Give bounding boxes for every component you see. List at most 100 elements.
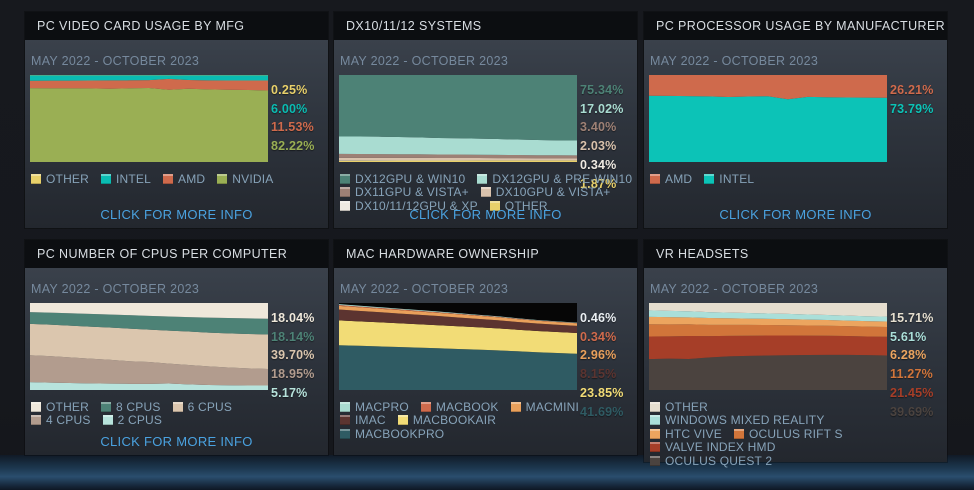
legend-label: 8 CPUS bbox=[116, 399, 161, 414]
percent-label-oculus-quest-2: 39.69% bbox=[890, 404, 934, 419]
area-series-macpro bbox=[339, 304, 577, 324]
date-range-label: MAY 2022 - OCTOBER 2023 bbox=[31, 54, 200, 68]
area-series-dx11gpu-vista bbox=[339, 153, 577, 159]
legend-item-dx10gpu-vista: DX10GPU & VISTA+ bbox=[480, 185, 611, 199]
stacked-area-chart bbox=[339, 303, 577, 390]
percent-label-imac: 8.15% bbox=[580, 367, 617, 382]
legend-swatch-amd bbox=[650, 173, 660, 184]
legend-item-other: OTHER bbox=[650, 400, 708, 414]
panel-title-bar: PC NUMBER OF CPUS PER COMPUTER bbox=[25, 240, 328, 268]
more-info-link[interactable]: CLICK FOR MORE INFO bbox=[100, 207, 253, 222]
percent-label-2-cpus: 5.17% bbox=[271, 385, 308, 400]
percent-label-macmini: 2.96% bbox=[580, 348, 617, 363]
legend-row: MACBOOKPRO bbox=[340, 427, 635, 441]
area-series-intel bbox=[30, 75, 268, 81]
area-series-other bbox=[30, 303, 268, 319]
legend-swatch-intel bbox=[101, 173, 111, 184]
legend-label: AMD bbox=[665, 171, 693, 186]
legend-row: OCULUS QUEST 2 bbox=[650, 454, 945, 468]
panel-title-bar: DX10/11/12 SYSTEMS bbox=[334, 12, 637, 40]
legend-item-4-cpus: 4 CPUS bbox=[31, 413, 91, 427]
percent-label-valve-index-hmd: 21.45% bbox=[890, 385, 934, 400]
legend-label: MACBOOKAIR bbox=[412, 413, 497, 428]
legend-row: VALVE INDEX HMD bbox=[650, 440, 945, 454]
stacked-area-chart bbox=[339, 75, 577, 162]
panel-processor-usage: PC PROCESSOR USAGE BY MANUFACTURER MAY 2… bbox=[644, 12, 947, 228]
legend-item-valve-index-hmd: VALVE INDEX HMD bbox=[650, 440, 776, 454]
legend-item-dx12gpu-win10: DX12GPU & WIN10 bbox=[340, 172, 465, 186]
legend-item-other: OTHER bbox=[31, 172, 89, 186]
panel-vr-headsets: VR HEADSETS MAY 2022 - OCTOBER 2023 15.7… bbox=[644, 240, 947, 468]
legend-item-oculus-rift-s: OCULUS RIFT S bbox=[733, 427, 843, 441]
percent-label-intel: 6.00% bbox=[271, 101, 308, 116]
legend-item-windows-mixed-reality: WINDOWS MIXED REALITY bbox=[650, 413, 825, 427]
percent-label-other: 15.71% bbox=[890, 311, 934, 325]
stacked-area-chart bbox=[30, 303, 268, 390]
legend-item-htc-vive: HTC VIVE bbox=[650, 427, 722, 441]
legend-swatch-dx11gpu-vista bbox=[340, 187, 350, 198]
legend-item-nvidia: NVIDIA bbox=[217, 172, 273, 186]
legend-swatch-macmini bbox=[510, 401, 521, 412]
panel-title: PC VIDEO CARD USAGE BY MFG bbox=[37, 19, 245, 33]
legend-swatch-oculus-quest-2 bbox=[650, 455, 660, 466]
legend-item-amd: AMD bbox=[650, 172, 692, 186]
legend-row: MACPRO MACBOOK MACMINI bbox=[340, 400, 635, 414]
panel-title-bar: PC VIDEO CARD USAGE BY MFG bbox=[25, 12, 328, 40]
area-series-valve-index-hmd bbox=[649, 335, 887, 360]
legend-item-intel: INTEL bbox=[704, 172, 754, 186]
percent-label-dx10-11-12gpu-xp: 0.34% bbox=[580, 157, 617, 172]
area-series-other bbox=[339, 160, 577, 162]
more-info-link[interactable]: CLICK FOR MORE INFO bbox=[100, 434, 253, 449]
panel-mac-hardware: MAC HARDWARE OWNERSHIP MAY 2022 - OCTOBE… bbox=[334, 240, 637, 455]
area-series-htc-vive bbox=[649, 316, 887, 327]
panel-title: MAC HARDWARE OWNERSHIP bbox=[346, 247, 540, 261]
legend-label: VALVE INDEX HMD bbox=[665, 440, 776, 455]
percent-label-intel: 73.79% bbox=[890, 101, 934, 116]
legend-label: HTC VIVE bbox=[665, 426, 722, 441]
chart-legend: OTHER 8 CPUS 6 CPUS 4 CPUS 2 CPUS bbox=[31, 400, 326, 427]
legend-label: MACBOOKPRO bbox=[355, 426, 445, 441]
area-series-macbook bbox=[339, 305, 577, 324]
legend-label: DX11GPU & VISTA+ bbox=[355, 185, 469, 200]
legend-row: DX10/11/12GPU & XP OTHER bbox=[340, 199, 635, 213]
percent-label-macbookair: 23.85% bbox=[580, 385, 624, 400]
percent-label-6-cpus: 39.70% bbox=[271, 348, 315, 363]
legend-item-oculus-quest-2: OCULUS QUEST 2 bbox=[650, 454, 772, 468]
legend-label: MACPRO bbox=[355, 399, 409, 414]
legend-swatch-4-cpus bbox=[31, 415, 41, 426]
percent-label-windows-mixed-reality: 5.61% bbox=[890, 329, 927, 344]
area-series-amd bbox=[30, 78, 268, 91]
legend-item-macbookair: MACBOOKAIR bbox=[397, 413, 497, 428]
legend-swatch-other bbox=[31, 401, 41, 412]
date-range-label: MAY 2022 - OCTOBER 2023 bbox=[650, 282, 819, 296]
percent-labels: 26.21% 73.79% bbox=[890, 81, 947, 118]
legend-item-other: OTHER bbox=[31, 400, 89, 414]
percent-label-oculus-rift-s: 11.27% bbox=[890, 367, 933, 382]
date-range-label: MAY 2022 - OCTOBER 2023 bbox=[31, 282, 200, 296]
legend-label: AMD bbox=[178, 171, 206, 186]
legend-item-imac: IMAC bbox=[340, 413, 386, 427]
legend-swatch-2-cpus bbox=[102, 415, 113, 426]
stacked-area-chart bbox=[30, 75, 268, 162]
legend-label: OTHER bbox=[46, 171, 89, 186]
date-range-label: MAY 2022 - OCTOBER 2023 bbox=[340, 54, 509, 68]
percent-label-macbook: 0.34% bbox=[580, 329, 617, 344]
stacked-area-chart bbox=[649, 303, 887, 390]
legend-item-macbookpro: MACBOOKPRO bbox=[340, 427, 444, 441]
legend-label: DX10/11/12GPU & XP bbox=[355, 198, 478, 213]
legend-row: OTHER bbox=[650, 400, 945, 414]
panel-body: MAY 2022 - OCTOBER 2023 0.46% 0.34% 2.96% 8… bbox=[334, 268, 637, 455]
legend-item-amd: AMD bbox=[163, 172, 205, 186]
percent-labels: 75.34% 17.02% 3.40% 2.03% 0.34% 1.87% bbox=[580, 81, 637, 193]
chart-legend: MACPRO MACBOOK MACMINI IMAC MACBOOKAIR MACBOO… bbox=[340, 400, 635, 441]
legend-swatch-imac bbox=[340, 415, 350, 426]
more-info-link[interactable]: CLICK FOR MORE INFO bbox=[409, 207, 562, 222]
percent-label-other: 0.25% bbox=[271, 83, 308, 97]
legend-row: DX11GPU & VISTA+ DX10GPU & VISTA+ bbox=[340, 185, 635, 200]
legend-swatch-macbookpro bbox=[340, 428, 350, 439]
percent-label-dx11gpu-vista: 3.40% bbox=[580, 120, 617, 135]
more-info-link[interactable]: CLICK FOR MORE INFO bbox=[719, 207, 872, 222]
panel-title: VR HEADSETS bbox=[656, 247, 749, 261]
percent-label-amd: 11.53% bbox=[271, 120, 314, 135]
legend-swatch-dx12gpu-win10 bbox=[340, 173, 350, 184]
